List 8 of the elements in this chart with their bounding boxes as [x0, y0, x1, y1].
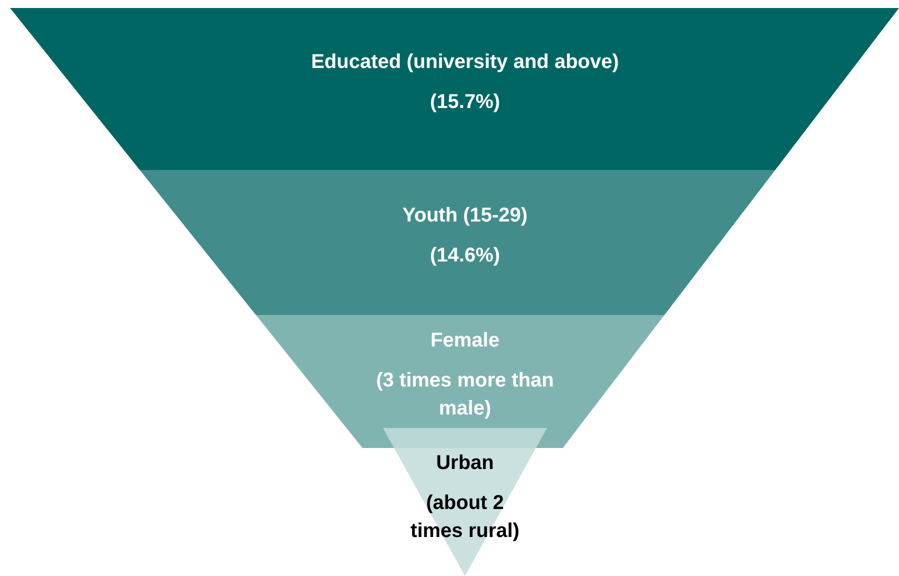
category-label: Youth (15-29): [402, 204, 528, 226]
category-label: Urban: [436, 452, 494, 474]
data-label: (15.7%): [430, 91, 500, 113]
data-label: (14.6%): [430, 244, 500, 266]
category-label: Educated (university and above): [311, 51, 619, 73]
category-label: Female: [430, 330, 500, 352]
data-label: (3 times more than male): [376, 370, 554, 420]
data-label: (about 2 times rural): [410, 492, 520, 542]
